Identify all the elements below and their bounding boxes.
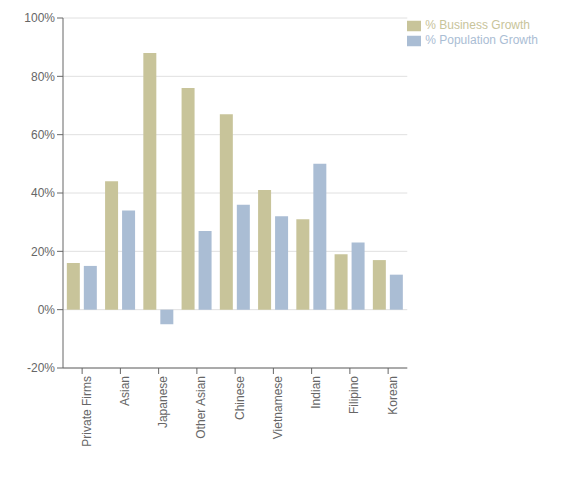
svg-text:Vietnamese: Vietnamese	[271, 376, 285, 439]
svg-text:Chinese: Chinese	[233, 376, 247, 420]
html-text:% Population Growth: % Population Growth	[425, 32, 538, 47]
svg-text:Japanese: Japanese	[156, 376, 170, 428]
svg-text:60%: 60%	[31, 128, 55, 142]
svg-text:Indian: Indian	[309, 376, 323, 409]
svg-text:40%: 40%	[31, 186, 55, 200]
svg-text:0%: 0%	[38, 303, 56, 317]
svg-text:-20%: -20%	[27, 361, 55, 375]
svg-text:Other Asian: Other Asian	[194, 376, 208, 439]
svg-text:100%: 100%	[24, 11, 55, 25]
svg-text:Filipino: Filipino	[347, 376, 361, 414]
svg-text:Asian: Asian	[118, 376, 132, 406]
svg-text:20%: 20%	[31, 245, 55, 259]
svg-text:Private Firms: Private Firms	[80, 376, 94, 447]
svg-text:80%: 80%	[31, 70, 55, 84]
svg-text:Korean: Korean	[386, 376, 400, 415]
html-text:% Business Growth: % Business Growth	[425, 18, 530, 32]
